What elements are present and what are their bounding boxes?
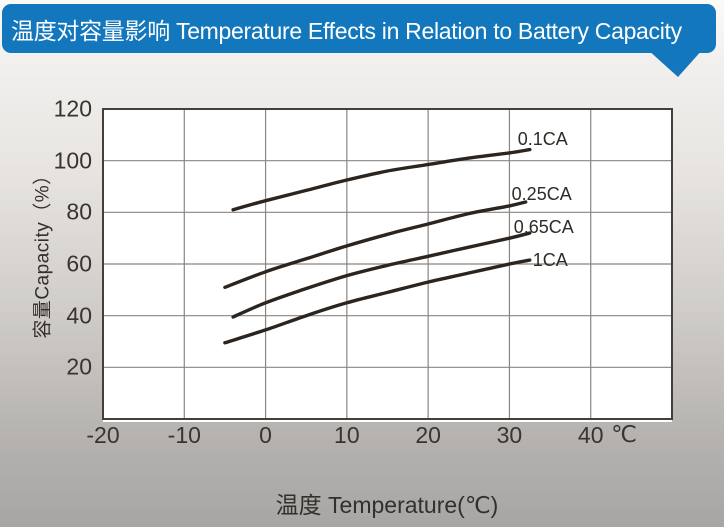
x-tick-label: -10	[167, 422, 201, 448]
curve-0.25CA	[223, 200, 528, 289]
curve-1CA	[223, 258, 532, 345]
title-banner: 温度对容量影响 Temperature Effects in Relation …	[2, 4, 716, 53]
x-tick-label: 0	[259, 422, 272, 448]
x-tick-label: 30	[496, 422, 523, 448]
y-tick-label: 120	[53, 95, 92, 122]
series-label-0.1CA: 0.1CA	[517, 128, 568, 149]
x-axis-title: 温度 Temperature(℃)	[275, 492, 499, 518]
curve-0.1CA	[231, 147, 532, 212]
y-tick-label: 100	[53, 147, 92, 174]
x-tick-label: -20	[86, 422, 120, 448]
series-label-0.65CA: 0.65CA	[513, 217, 574, 237]
y-axis-title: 容量Capacity（%）	[32, 165, 54, 339]
x-axis-unit-label: ℃	[611, 421, 637, 447]
series-label-1CA: 1CA	[532, 250, 568, 271]
plot-frame	[102, 108, 673, 420]
y-tick-label: 40	[66, 302, 92, 329]
y-tick-label: 80	[66, 198, 92, 225]
x-tick-label: 10	[334, 422, 360, 448]
y-tick-label: 20	[66, 353, 92, 380]
curve-0.65CA	[231, 231, 532, 319]
y-tick-label: 60	[66, 250, 92, 277]
banner-tail-icon	[647, 49, 703, 77]
x-tick-label: 40	[577, 422, 604, 448]
series-label-0.25CA: 0.25CA	[511, 184, 572, 204]
page-title: 温度对容量影响 Temperature Effects in Relation …	[11, 17, 682, 44]
x-tick-label: 20	[415, 422, 441, 448]
